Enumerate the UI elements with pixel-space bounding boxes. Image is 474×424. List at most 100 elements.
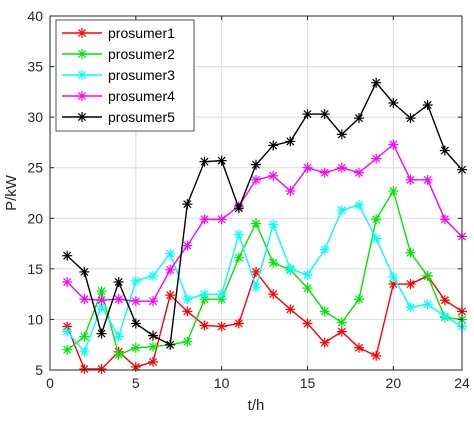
data-point [96, 295, 107, 306]
data-point [199, 320, 210, 331]
legend-label: prosumer5 [108, 109, 175, 125]
data-point [354, 113, 364, 124]
legend-label: prosumer2 [108, 46, 175, 62]
data-point [405, 279, 416, 290]
data-point [268, 140, 279, 151]
data-point [148, 341, 158, 352]
y-tick-label: 5 [35, 362, 43, 378]
data-point [319, 244, 330, 255]
series-line [66, 204, 463, 354]
data-point [233, 203, 244, 214]
data-point [182, 199, 193, 210]
data-point [388, 271, 399, 282]
legend-item: prosumer2 [62, 46, 175, 62]
data-point [336, 162, 347, 173]
y-axis-label: P/kW [3, 174, 20, 211]
series-prosumer4 [62, 139, 467, 307]
legend-label: prosumer1 [108, 25, 175, 41]
data-point [165, 339, 176, 350]
data-point [354, 342, 364, 353]
data-point [388, 139, 399, 150]
data-point [148, 356, 158, 367]
data-point [388, 97, 399, 108]
data-point [302, 283, 313, 294]
series-group [62, 77, 467, 374]
data-point [388, 185, 399, 196]
data-point [251, 266, 261, 277]
data-point [422, 100, 433, 111]
x-tick-label: 10 [214, 375, 230, 391]
data-point [216, 214, 227, 225]
data-point [302, 318, 313, 329]
data-point [439, 145, 450, 156]
data-point [165, 290, 176, 301]
data-point [165, 264, 176, 275]
plot-frame [49, 15, 463, 371]
data-point [251, 282, 261, 293]
data-point [62, 277, 73, 288]
data-point [96, 363, 107, 374]
data-point [371, 153, 382, 164]
data-point [130, 342, 141, 353]
data-point [113, 349, 124, 360]
legend-label: prosumer3 [108, 67, 175, 83]
data-point [405, 247, 416, 258]
data-point [439, 214, 450, 225]
data-point [79, 266, 90, 277]
data-point [199, 156, 210, 167]
legend-item: prosumer5 [62, 109, 175, 125]
data-point [319, 306, 330, 317]
data-point [216, 155, 227, 166]
data-point [251, 174, 261, 185]
data-point [216, 321, 227, 332]
data-point [130, 275, 141, 286]
x-tick-label: 15 [300, 375, 316, 391]
data-point [405, 302, 416, 313]
data-point [319, 167, 330, 178]
data-point [268, 170, 279, 181]
data-point [79, 346, 90, 357]
y-tick-label: 25 [27, 160, 43, 176]
x-tick-label: 24 [454, 375, 470, 391]
data-point [268, 257, 279, 268]
data-point [62, 326, 73, 337]
legend-label: prosumer4 [108, 88, 175, 104]
data-point [130, 296, 141, 307]
data-point [405, 174, 416, 185]
data-point [182, 336, 193, 347]
data-point [302, 109, 313, 120]
data-point [405, 113, 416, 124]
data-point [233, 229, 244, 240]
data-point [354, 294, 364, 305]
data-point [199, 214, 210, 225]
data-point [199, 289, 210, 300]
data-point [319, 109, 330, 120]
data-point [354, 200, 364, 211]
data-point [285, 263, 296, 274]
data-point [77, 49, 87, 59]
data-point [319, 337, 330, 348]
y-tick-label: 35 [27, 59, 43, 75]
x-tick-label: 0 [46, 375, 54, 391]
y-tick-label: 30 [27, 109, 43, 125]
data-point [77, 70, 87, 80]
data-point [422, 270, 433, 281]
legend-item: prosumer4 [62, 88, 175, 104]
data-point [439, 311, 450, 322]
data-point [336, 129, 347, 140]
x-axis-label: t/h [248, 397, 265, 414]
data-point [336, 205, 347, 216]
data-point [182, 306, 193, 317]
data-point [182, 240, 193, 251]
data-point [62, 344, 73, 355]
data-point [371, 214, 382, 225]
data-point [148, 270, 158, 281]
data-point [77, 91, 87, 101]
data-point [96, 286, 107, 297]
y-tick-label: 15 [27, 261, 43, 277]
data-point [233, 318, 244, 329]
y-tick-label: 10 [27, 311, 43, 327]
